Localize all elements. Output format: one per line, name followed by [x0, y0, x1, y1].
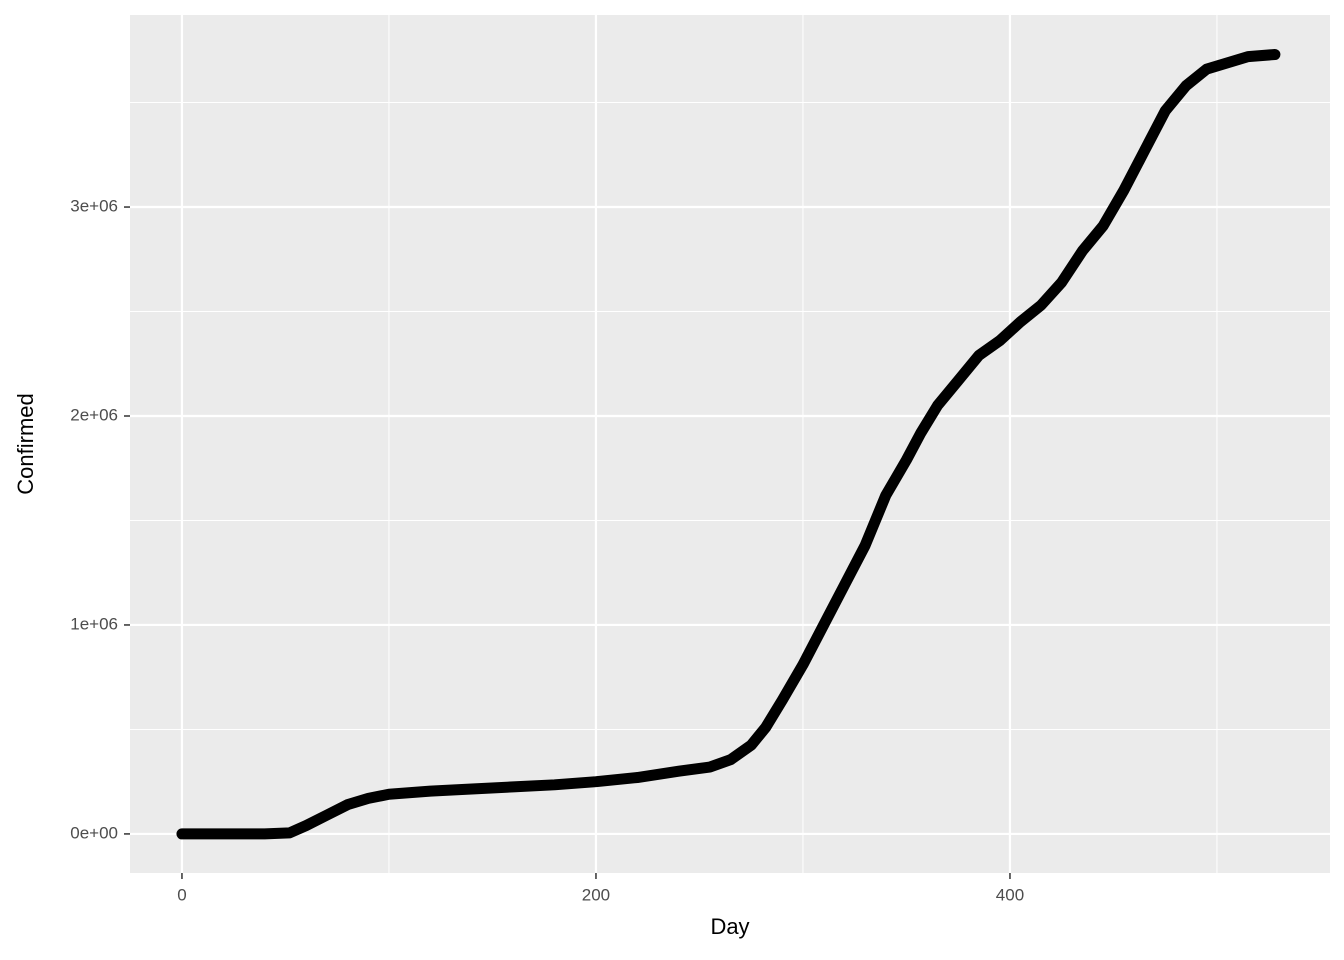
y-tick-label: 1e+06 [70, 614, 118, 633]
y-tick-label: 0e+00 [70, 823, 118, 842]
x-tick-label: 0 [177, 885, 186, 904]
plot-panel [130, 15, 1330, 873]
y-axis-title: Confirmed [13, 393, 38, 494]
x-tick-label: 400 [996, 885, 1024, 904]
x-axis-title: Day [710, 914, 749, 939]
data-line [176, 48, 1281, 840]
grid [130, 15, 1330, 873]
y-tick-label: 3e+06 [70, 197, 118, 216]
marks [176, 48, 1281, 840]
y-tick-label: 2e+06 [70, 405, 118, 424]
x-tick-label: 200 [582, 885, 610, 904]
